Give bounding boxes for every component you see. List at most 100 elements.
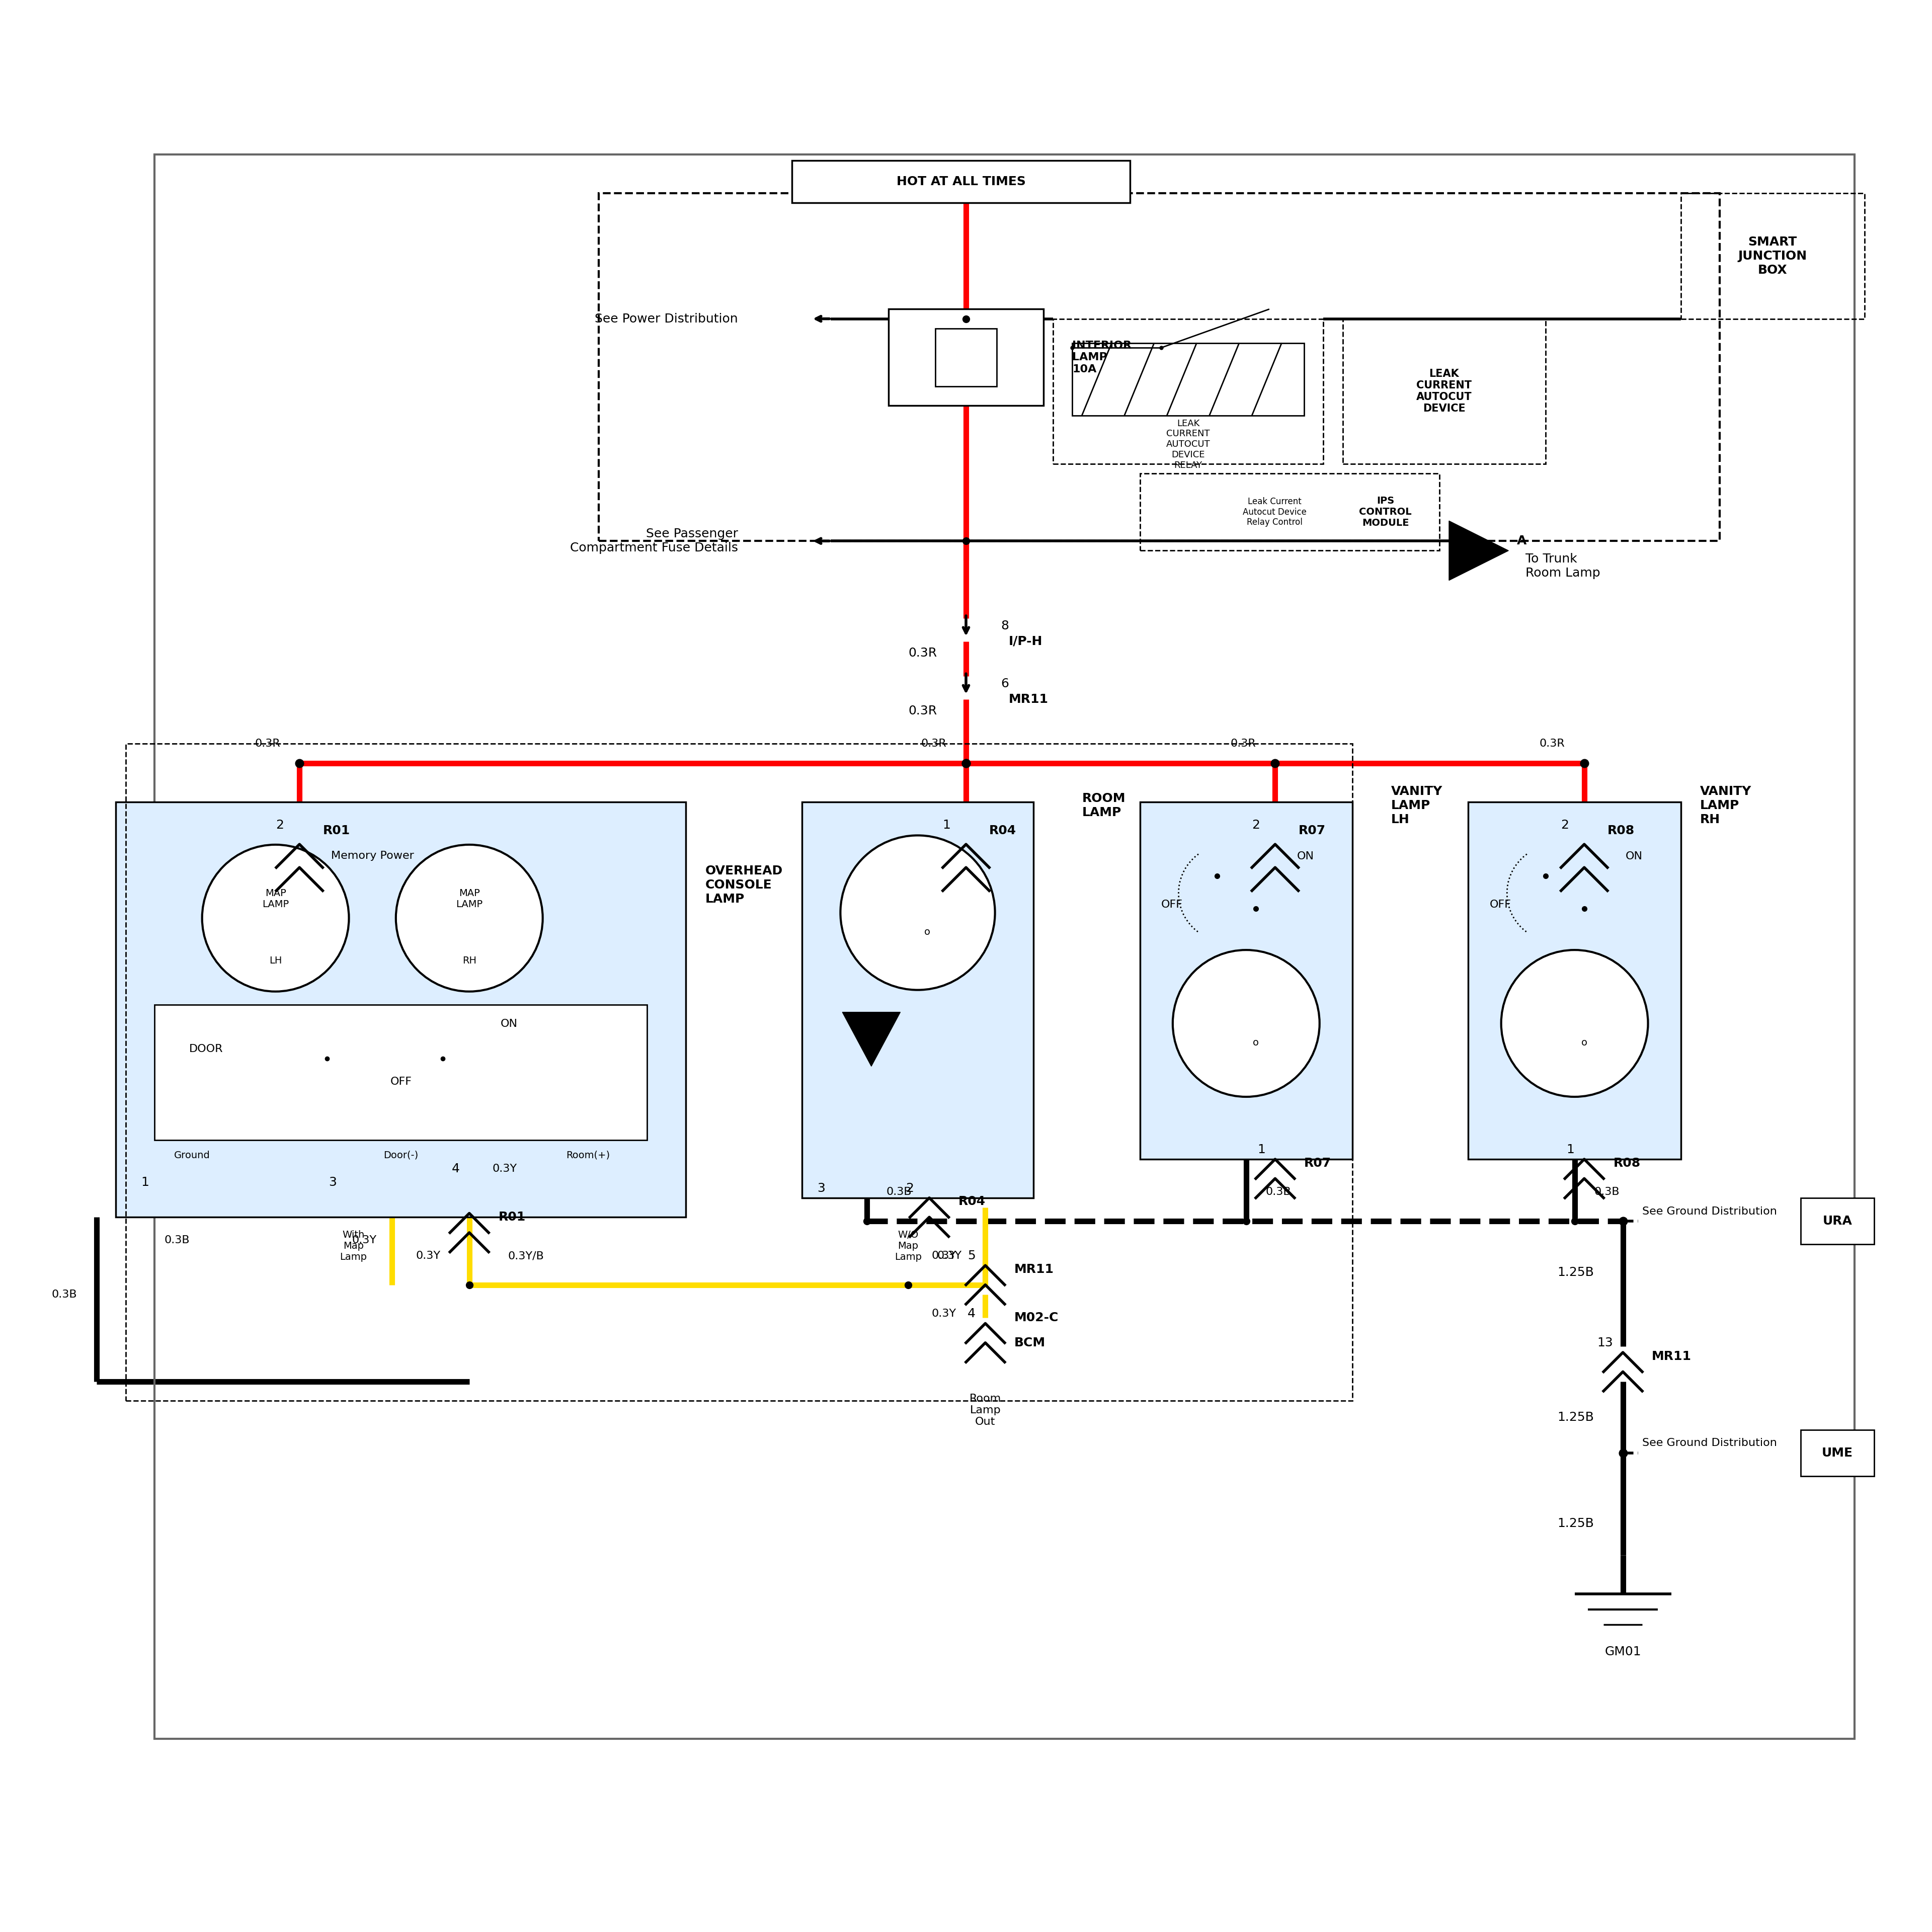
Text: 0.3Y: 0.3Y [352, 1235, 377, 1246]
Text: See Passenger
Compartment Fuse Details: See Passenger Compartment Fuse Details [570, 527, 738, 554]
Text: 0.3B: 0.3B [887, 1186, 912, 1198]
Bar [1140, 802, 1352, 1159]
Bar [792, 160, 1130, 203]
Text: M02-C: M02-C [1014, 1312, 1059, 1323]
Text: OFF: OFF [390, 1076, 412, 1088]
Bar [155, 1005, 647, 1140]
Text: 0.3R: 0.3R [1231, 738, 1256, 750]
Text: 0.3B: 0.3B [1594, 1186, 1619, 1198]
Text: With
Map
Lamp: With Map Lamp [340, 1231, 367, 1262]
Text: 0.3Y/B: 0.3Y/B [508, 1250, 545, 1262]
Polygon shape [842, 1012, 900, 1066]
Text: Leak Current
Autocut Device
Relay Control: Leak Current Autocut Device Relay Contro… [1242, 497, 1306, 527]
Text: 0.3R: 0.3R [255, 738, 280, 750]
Text: RH: RH [462, 956, 477, 966]
Text: 1: 1 [141, 1177, 149, 1188]
Bar [155, 155, 1855, 1739]
Text: 0.3R: 0.3R [908, 647, 937, 659]
Text: 0.3Y: 0.3Y [493, 1163, 518, 1175]
Text: 0.3R: 0.3R [922, 738, 947, 750]
Text: LEAK
CURRENT
AUTOCUT
DEVICE: LEAK CURRENT AUTOCUT DEVICE [1416, 369, 1472, 413]
Text: 4: 4 [452, 1163, 460, 1175]
Text: 6: 6 [1001, 678, 1009, 690]
Text: To Trunk
Room Lamp: To Trunk Room Lamp [1526, 553, 1600, 580]
Circle shape [840, 835, 995, 989]
Text: 4: 4 [968, 1308, 976, 1320]
Text: MR11: MR11 [1652, 1350, 1692, 1362]
Text: OFF: OFF [1161, 900, 1182, 910]
Bar [1072, 344, 1304, 415]
Text: OFF: OFF [1490, 900, 1511, 910]
Bar [1801, 1198, 1874, 1244]
Text: INTERIOR
LAMP
10A: INTERIOR LAMP 10A [1072, 340, 1132, 375]
Text: 8: 8 [1001, 620, 1009, 632]
Circle shape [396, 844, 543, 991]
Text: 3: 3 [328, 1177, 336, 1188]
Text: 0.3Y: 0.3Y [415, 1250, 440, 1262]
Text: R07: R07 [1304, 1157, 1331, 1169]
Bar [599, 193, 1719, 541]
Text: 0.3Y: 0.3Y [931, 1250, 956, 1262]
Text: ROOM
LAMP: ROOM LAMP [1082, 792, 1126, 819]
Text: LH: LH [269, 956, 282, 966]
Text: 0.3Y: 0.3Y [937, 1250, 962, 1262]
Bar [126, 744, 1352, 1401]
Circle shape [203, 844, 350, 991]
Text: I/P-H: I/P-H [1009, 636, 1043, 647]
Text: MR11: MR11 [1009, 694, 1049, 705]
Text: 1.25B: 1.25B [1557, 1265, 1594, 1279]
Bar [1053, 319, 1323, 464]
Text: ON: ON [1296, 852, 1314, 862]
Text: W/O
Map
Lamp: W/O Map Lamp [895, 1231, 922, 1262]
Bar [1140, 473, 1439, 551]
Text: LEAK
CURRENT
AUTOCUT
DEVICE
RELAY: LEAK CURRENT AUTOCUT DEVICE RELAY [1167, 419, 1209, 469]
Text: o: o [1580, 1037, 1588, 1047]
Text: BCM: BCM [1014, 1337, 1045, 1349]
Bar [1343, 319, 1546, 464]
Text: See Ground Distribution: See Ground Distribution [1642, 1206, 1777, 1217]
Text: ON: ON [1625, 852, 1642, 862]
Text: MAP
LAMP: MAP LAMP [456, 889, 483, 910]
Text: 2: 2 [276, 819, 284, 831]
Bar [1681, 193, 1864, 319]
Text: DOOR: DOOR [189, 1043, 224, 1055]
Text: 0.3R: 0.3R [908, 705, 937, 717]
Text: HOT AT ALL TIMES: HOT AT ALL TIMES [896, 176, 1026, 187]
Text: o: o [1252, 1037, 1260, 1047]
Bar [935, 328, 997, 386]
Text: UME: UME [1822, 1447, 1853, 1459]
Text: o: o [923, 927, 931, 937]
Text: 3: 3 [817, 1182, 825, 1194]
Text: R08: R08 [1607, 825, 1634, 837]
Bar [116, 802, 686, 1217]
Text: Door(-): Door(-) [383, 1151, 419, 1159]
Text: MR11: MR11 [1014, 1264, 1055, 1275]
Text: 13: 13 [1598, 1337, 1613, 1349]
Text: SMART
JUNCTION
BOX: SMART JUNCTION BOX [1739, 236, 1806, 276]
Text: VANITY
LAMP
RH: VANITY LAMP RH [1700, 786, 1752, 825]
Text: 1: 1 [943, 819, 951, 831]
Text: 0.3Y: 0.3Y [931, 1308, 956, 1320]
Text: R01: R01 [498, 1211, 526, 1223]
Circle shape [1173, 951, 1320, 1097]
Bar [1801, 1430, 1874, 1476]
Text: R08: R08 [1613, 1157, 1640, 1169]
Text: OVERHEAD
CONSOLE
LAMP: OVERHEAD CONSOLE LAMP [705, 866, 782, 904]
Polygon shape [1449, 522, 1509, 580]
Text: R01: R01 [323, 825, 350, 837]
Text: 1.25B: 1.25B [1557, 1410, 1594, 1424]
Text: 1: 1 [1567, 1144, 1575, 1155]
Text: R07: R07 [1298, 825, 1325, 837]
Text: Memory Power: Memory Power [330, 850, 413, 862]
Bar [889, 309, 1043, 406]
Bar [1468, 802, 1681, 1159]
Text: 5: 5 [968, 1250, 976, 1262]
Text: 0.3R: 0.3R [1540, 738, 1565, 750]
Text: 1.25B: 1.25B [1557, 1517, 1594, 1530]
Circle shape [1501, 951, 1648, 1097]
Text: R04: R04 [958, 1196, 985, 1208]
Text: 0.3B: 0.3B [52, 1289, 77, 1300]
Text: GM01: GM01 [1605, 1646, 1640, 1658]
Text: R04: R04 [989, 825, 1016, 837]
Text: 0.3B: 0.3B [164, 1235, 189, 1246]
